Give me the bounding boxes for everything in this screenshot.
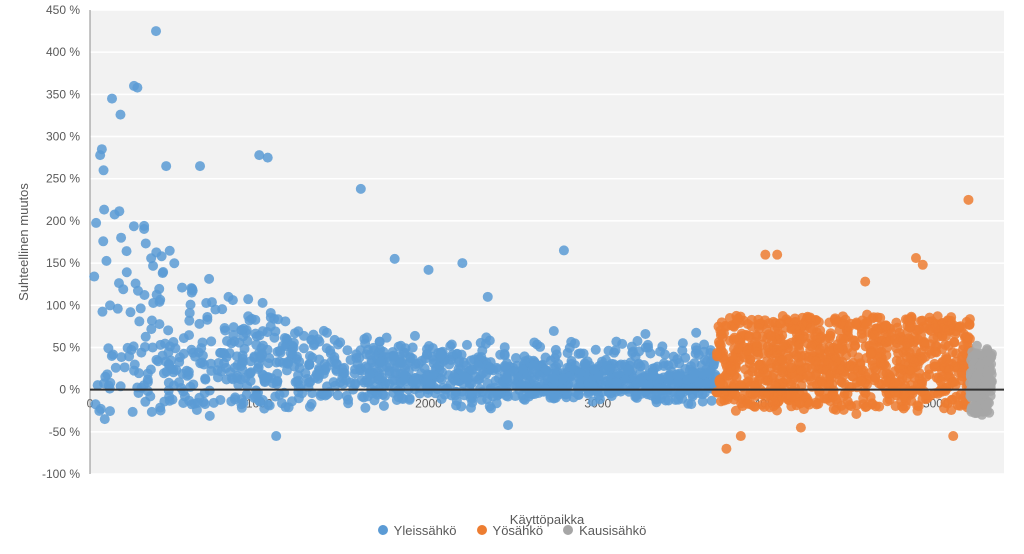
legend-swatch [378, 525, 388, 535]
svg-text:-50 %: -50 % [49, 425, 81, 439]
svg-text:200 %: 200 % [46, 214, 80, 228]
legend-swatch [563, 525, 573, 535]
legend-item: Kausisähkö [563, 523, 646, 538]
svg-text:450 %: 450 % [46, 3, 80, 17]
svg-text:0 %: 0 % [59, 383, 80, 397]
chart-container: -100 % -50 % 0 % 50 % 100 % 150 % 200 % 250 % 30… [0, 0, 1024, 554]
svg-text:50 %: 50 % [53, 340, 81, 354]
scatter-chart: -100 % -50 % 0 % 50 % 100 % 150 % 200 % 250 % 30… [0, 0, 1024, 554]
legend-item: Yösähkö [477, 523, 544, 538]
svg-text:300 %: 300 % [46, 130, 80, 144]
svg-text:150 %: 150 % [46, 256, 80, 270]
svg-text:-100 %: -100 % [42, 467, 80, 481]
legend-label: Yösähkö [493, 523, 544, 538]
svg-text:Suhteellinen muutos: Suhteellinen muutos [16, 183, 31, 301]
svg-text:250 %: 250 % [46, 172, 80, 186]
legend-item: Yleissähkö [378, 523, 457, 538]
svg-text:100 %: 100 % [46, 298, 80, 312]
legend-label: Kausisähkö [579, 523, 646, 538]
legend: Yleissähkö Yösähkö Kausisähkö [0, 522, 1024, 540]
svg-text:350 %: 350 % [46, 87, 80, 101]
legend-swatch [477, 525, 487, 535]
svg-text:400 %: 400 % [46, 45, 80, 59]
legend-label: Yleissähkö [394, 523, 457, 538]
